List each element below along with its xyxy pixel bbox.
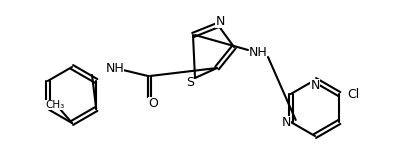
Text: O: O <box>148 96 158 110</box>
Text: NH: NH <box>248 45 267 58</box>
Text: NH: NH <box>105 61 124 75</box>
Text: S: S <box>186 76 194 88</box>
Text: N: N <box>215 14 225 28</box>
Text: Cl: Cl <box>347 87 360 100</box>
Text: N: N <box>310 79 320 91</box>
Text: N: N <box>282 116 291 128</box>
Text: CH₃: CH₃ <box>45 100 65 110</box>
